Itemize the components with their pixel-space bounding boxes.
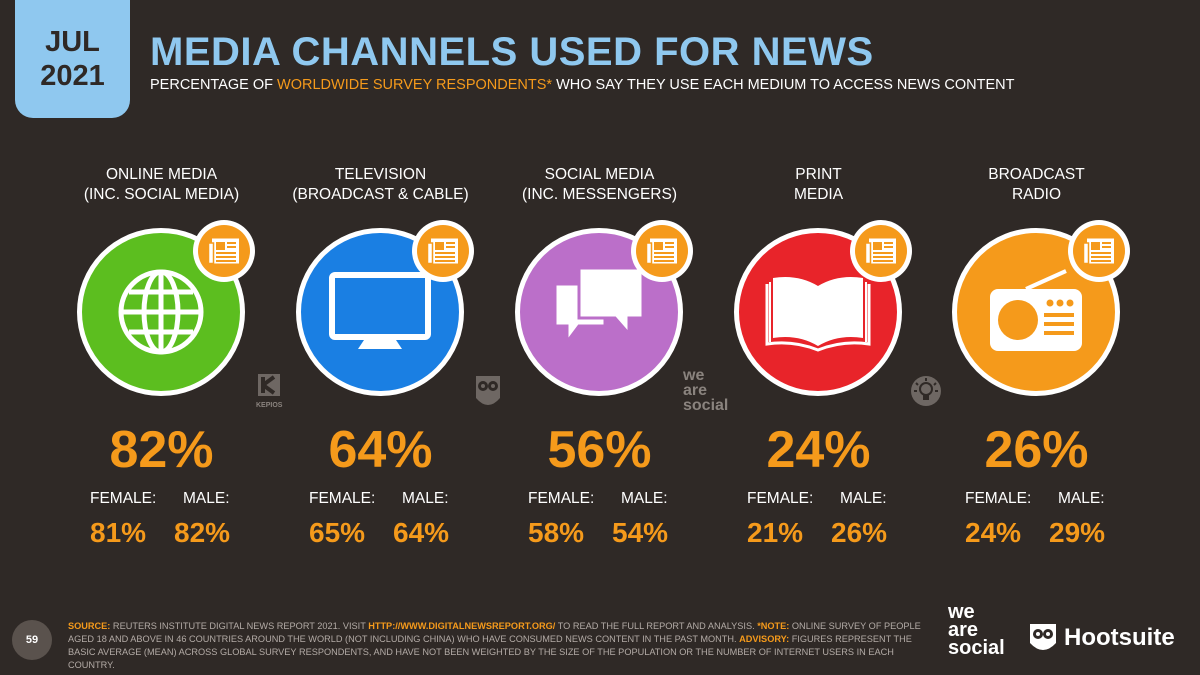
kepios-watermark: KEPIOS [256, 372, 282, 410]
subtitle-highlight: WORLDWIDE SURVEY RESPONDENTS* [277, 77, 553, 93]
page-subtitle: PERCENTAGE OF WORLDWIDE SURVEY RESPONDEN… [150, 77, 1015, 93]
lightbulb-watermark [910, 375, 942, 410]
channel-icon-circle [77, 228, 245, 396]
female-label: FEMALE: [528, 490, 595, 507]
channel-label-line2: (INC. SOCIAL MEDIA) [83, 186, 240, 203]
male-value: 54% [612, 517, 669, 548]
channel-column: TELEVISION (BROADCAST & CABLE) 64% FEMALE: M… [271, 0, 490, 560]
note-text: ONLINE SURVEY OF PEOPLE AGED 18 AND ABOV… [68, 621, 921, 644]
channel-label-line2: (BROADCAST & CABLE) [292, 186, 469, 203]
newspaper-icon [645, 237, 679, 265]
channel-label: ONLINE MEDIA (INC. SOCIAL MEDIA) [52, 165, 271, 205]
radio-icon [986, 267, 1086, 357]
logo-social: social [948, 637, 1005, 659]
newspaper-icon [207, 237, 241, 265]
male-value: 26% [831, 517, 888, 548]
news-badge [850, 220, 912, 282]
newspaper-icon [1082, 237, 1116, 265]
channel-label: TELEVISION (BROADCAST & CABLE) [271, 165, 490, 205]
chat-bubbles-icon [549, 262, 649, 362]
female-value: 58% [528, 517, 585, 548]
was-social: social [683, 397, 729, 414]
was-are: are [683, 382, 708, 399]
page-title: MEDIA CHANNELS USED FOR NEWS [150, 30, 874, 74]
male-value: 82% [174, 517, 231, 548]
channel-label-line1: ONLINE MEDIA [105, 166, 218, 183]
channel-label-line2: RADIO [1011, 186, 1062, 203]
we-are-social-logo: we are social [948, 601, 1005, 659]
channel-column: PRINT MEDIA 24% FEMALE: MALE: 21% 26% [709, 0, 928, 560]
female-label: FEMALE: [309, 490, 376, 507]
kepios-logo-icon [258, 374, 281, 396]
lightbulb-icon [911, 376, 941, 406]
channel-column: BROADCAST RADIO 26% FEMALE: MALE: 24% 29% [927, 0, 1146, 560]
channel-label-line1: SOCIAL MEDIA [544, 166, 655, 183]
male-value: 64% [393, 517, 450, 548]
hootsuite-logo: Hootsuite [1028, 618, 1175, 658]
advisory-text: FIGURES REPRESENT THE BASIC AVERAGE (MEA… [68, 634, 912, 670]
source-text: REUTERS INSTITUTE DIGITAL NEWS REPORT 20… [110, 621, 369, 631]
channel-total-value: 26% [984, 421, 1089, 479]
channel-label-line1: BROADCAST [988, 166, 1085, 183]
female-value: 24% [965, 517, 1022, 548]
hootsuite-wordmark: Hootsuite [1064, 624, 1175, 651]
channel-column: SOCIAL MEDIA (INC. MESSENGERS) 56% FEMALE: M… [490, 0, 709, 560]
male-label: MALE: [402, 490, 449, 507]
source-label: SOURCE: [68, 621, 111, 631]
channel-column: ONLINE MEDIA (INC. SOCIAL MEDIA) 82% FEMALE… [52, 0, 271, 560]
logo-are: are [948, 619, 979, 641]
subtitle-before: PERCENTAGE OF [150, 77, 278, 93]
newspaper-icon [864, 237, 898, 265]
channel-label-line1: TELEVISION [334, 166, 427, 183]
page-number: 59 [12, 620, 52, 660]
news-badge [631, 220, 693, 282]
female-label: FEMALE: [747, 490, 814, 507]
date-badge: JUL 2021 [15, 0, 130, 118]
channel-label: BROADCAST RADIO [927, 165, 1146, 205]
female-label: FEMALE: [965, 490, 1032, 507]
hootsuite-watermark [473, 372, 503, 415]
male-label: MALE: [1058, 490, 1105, 507]
owl-icon [476, 376, 500, 405]
newspaper-icon [426, 237, 460, 265]
male-label: MALE: [621, 490, 668, 507]
female-value: 65% [309, 517, 366, 548]
channel-total-value: 24% [766, 421, 871, 479]
advisory-label: ADVISORY: [739, 634, 790, 644]
female-value: 81% [90, 517, 147, 548]
we-are-social-watermark: we are social [683, 367, 729, 414]
news-badge [1068, 220, 1130, 282]
male-label: MALE: [840, 490, 887, 507]
source-note: SOURCE: REUTERS INSTITUTE DIGITAL NEWS R… [68, 620, 938, 672]
television-icon [328, 267, 432, 357]
channel-label-line2: (INC. MESSENGERS) [521, 186, 677, 203]
globe-icon [113, 264, 209, 360]
note-label: *NOTE: [757, 621, 790, 631]
channel-icon-circle [734, 228, 902, 396]
news-badge [412, 220, 474, 282]
male-label: MALE: [183, 490, 230, 507]
channel-total-value: 82% [109, 421, 214, 479]
kepios-label: KEPIOS [256, 402, 283, 409]
source-text-2: TO READ THE FULL REPORT AND ANALYSIS. [555, 621, 758, 631]
was-we: we [683, 367, 705, 384]
subtitle-after: WHO SAY THEY USE EACH MEDIUM TO ACCESS N… [552, 77, 1015, 93]
channel-total-value: 56% [547, 421, 652, 479]
date-year: 2021 [40, 60, 105, 92]
logo-we: we [948, 601, 975, 623]
source-url-link[interactable]: HTTP://WWW.DIGITALNEWSREPORT.ORG/ [368, 621, 556, 631]
open-book-icon [763, 272, 873, 352]
hootsuite-owl-icon [1030, 624, 1056, 650]
news-badge [193, 220, 255, 282]
male-value: 29% [1049, 517, 1106, 548]
channel-label: PRINT MEDIA [709, 165, 928, 205]
channel-label-line2: MEDIA [793, 186, 844, 203]
channel-total-value: 64% [328, 421, 433, 479]
female-label: FEMALE: [90, 490, 157, 507]
female-value: 21% [747, 517, 804, 548]
date-month: JUL [45, 26, 100, 58]
channel-label: SOCIAL MEDIA (INC. MESSENGERS) [490, 165, 709, 205]
channel-label-line1: PRINT [795, 166, 842, 183]
